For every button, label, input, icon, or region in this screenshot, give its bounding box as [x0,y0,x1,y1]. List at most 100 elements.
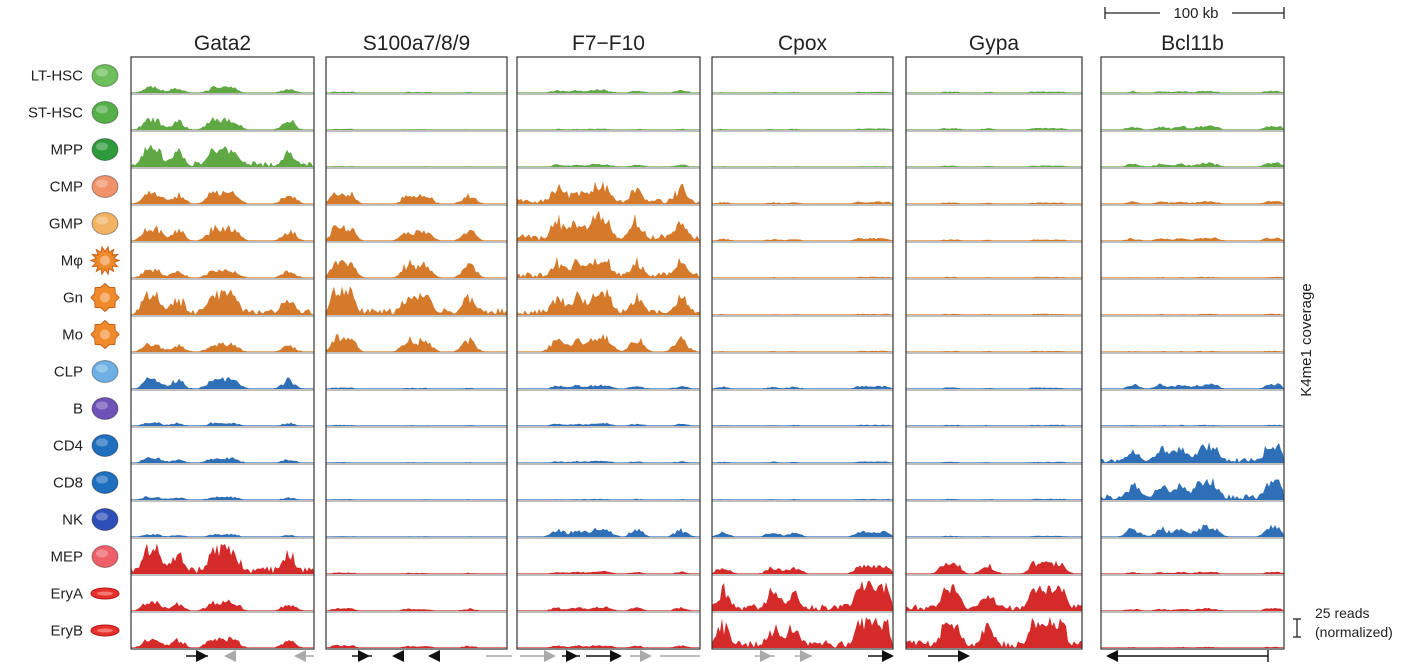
coverage-track [712,276,893,278]
coverage-track [712,385,893,389]
coverage-track [712,564,893,574]
coverage-track [326,128,507,130]
locus-title: Cpox [778,32,828,55]
gene-arrow-icon [610,650,622,662]
coverage-track [326,644,507,648]
gene-arrow-icon [358,650,370,662]
coverage-track [131,268,314,278]
locus-panel [1100,56,1285,650]
scale-bar-label: 100 kb [1173,5,1218,22]
gene-arrow-icon [958,650,970,662]
cell-type-label: Mo [62,327,83,344]
coverage-track [906,239,1082,241]
coverage-track [906,616,1082,648]
coverage-track [1101,276,1284,278]
scale-bar-100kb: 100 kb [1104,5,1285,22]
coverage-track [712,580,893,611]
coverage-track [712,350,893,352]
cell-type-label: Gn [63,290,83,307]
coverage-track [712,91,893,93]
coverage-track [517,645,700,648]
coverage-track [517,422,700,426]
coverage-track [517,163,700,167]
gene-arrow-icon [196,650,208,662]
round-cell-icon [91,138,119,161]
coverage-track [906,584,1082,611]
coverage-track [1101,200,1284,204]
cell-type-labels: LT-HSC ST-HSC MPP CMP GMP Mφ Gn Mo CLP B CD4 CD8 NK M… [28,64,121,640]
coverage-track [326,191,507,204]
coverage-track [1101,607,1284,611]
coverage-track [906,535,1082,537]
coverage-track [131,116,314,130]
coverage-track [906,202,1082,204]
round-cell-icon [91,434,119,457]
coverage-track [131,85,314,93]
round-cell-icon [91,397,119,420]
locus-title: Gypa [969,32,1020,55]
round-cell-icon [91,212,119,235]
coverage-track [906,424,1082,426]
coverage-track [326,607,507,611]
coverage-track [1101,424,1284,426]
locus-panel [325,56,508,650]
coverage-track [326,572,507,574]
locus-title: F7−F10 [572,32,645,55]
coverage-track [517,89,700,93]
disc-cell-icon [90,587,120,600]
coverage-track [517,256,700,278]
coverage-track [712,201,893,204]
round-cell-icon [91,175,119,198]
cell-type-label: LT-HSC [31,68,83,85]
coverage-track [906,387,1082,389]
coverage-track [326,424,507,426]
disc-cell-icon [90,624,120,637]
coverage-track [326,462,507,463]
coverage-track [517,288,700,315]
round-cell-icon [91,101,119,124]
locus-title: Gata2 [194,32,251,55]
cell-type-label: CD8 [53,475,83,492]
cell-type-label: ST-HSC [28,105,83,122]
coverage-track [1101,350,1284,352]
coverage-track [517,210,700,241]
coverage-track [1101,571,1284,574]
locus-title: Bcl11b [1161,32,1224,55]
coverage-track [131,342,314,352]
cell-type-label: EryA [50,586,83,603]
coverage-track [906,350,1082,352]
coverage-track [1101,383,1284,389]
cell-type-label: MPP [50,142,83,159]
coverage-track [517,384,700,389]
coverage-track [906,91,1082,93]
cell-type-label: CMP [50,179,83,196]
cell-type-label: MEP [50,549,83,566]
lobed-cell-icon [90,282,120,313]
coverage-track [326,224,507,241]
coverage-track [1101,524,1284,537]
coverage-track [1101,162,1284,167]
coverage-track [517,333,700,352]
coverage-track [712,313,893,315]
coverage-track [131,422,314,426]
coverage-track [906,165,1082,167]
coverage-panels [130,56,1285,650]
cell-type-label: B [73,401,83,418]
gene-arrow-icon [392,650,404,662]
coverage-track [326,334,507,352]
cell-type-label: GMP [49,216,83,233]
round-cell-icon [91,360,119,383]
coverage-track [712,166,893,167]
locus-titles: Gata2 S100a7/8/9 F7−F10 Cpox Gypa Bcl11b [194,32,1224,55]
coverage-track [131,144,314,167]
cell-type-label: CD4 [53,438,83,455]
coverage-track [326,536,507,537]
locus-panel [711,56,894,650]
gene-arrow-icon [544,650,556,662]
coverage-track [517,128,700,130]
coverage-track [906,276,1082,278]
coverage-track [326,259,507,278]
coverage-track [712,237,893,241]
round-cell-icon [91,508,119,531]
